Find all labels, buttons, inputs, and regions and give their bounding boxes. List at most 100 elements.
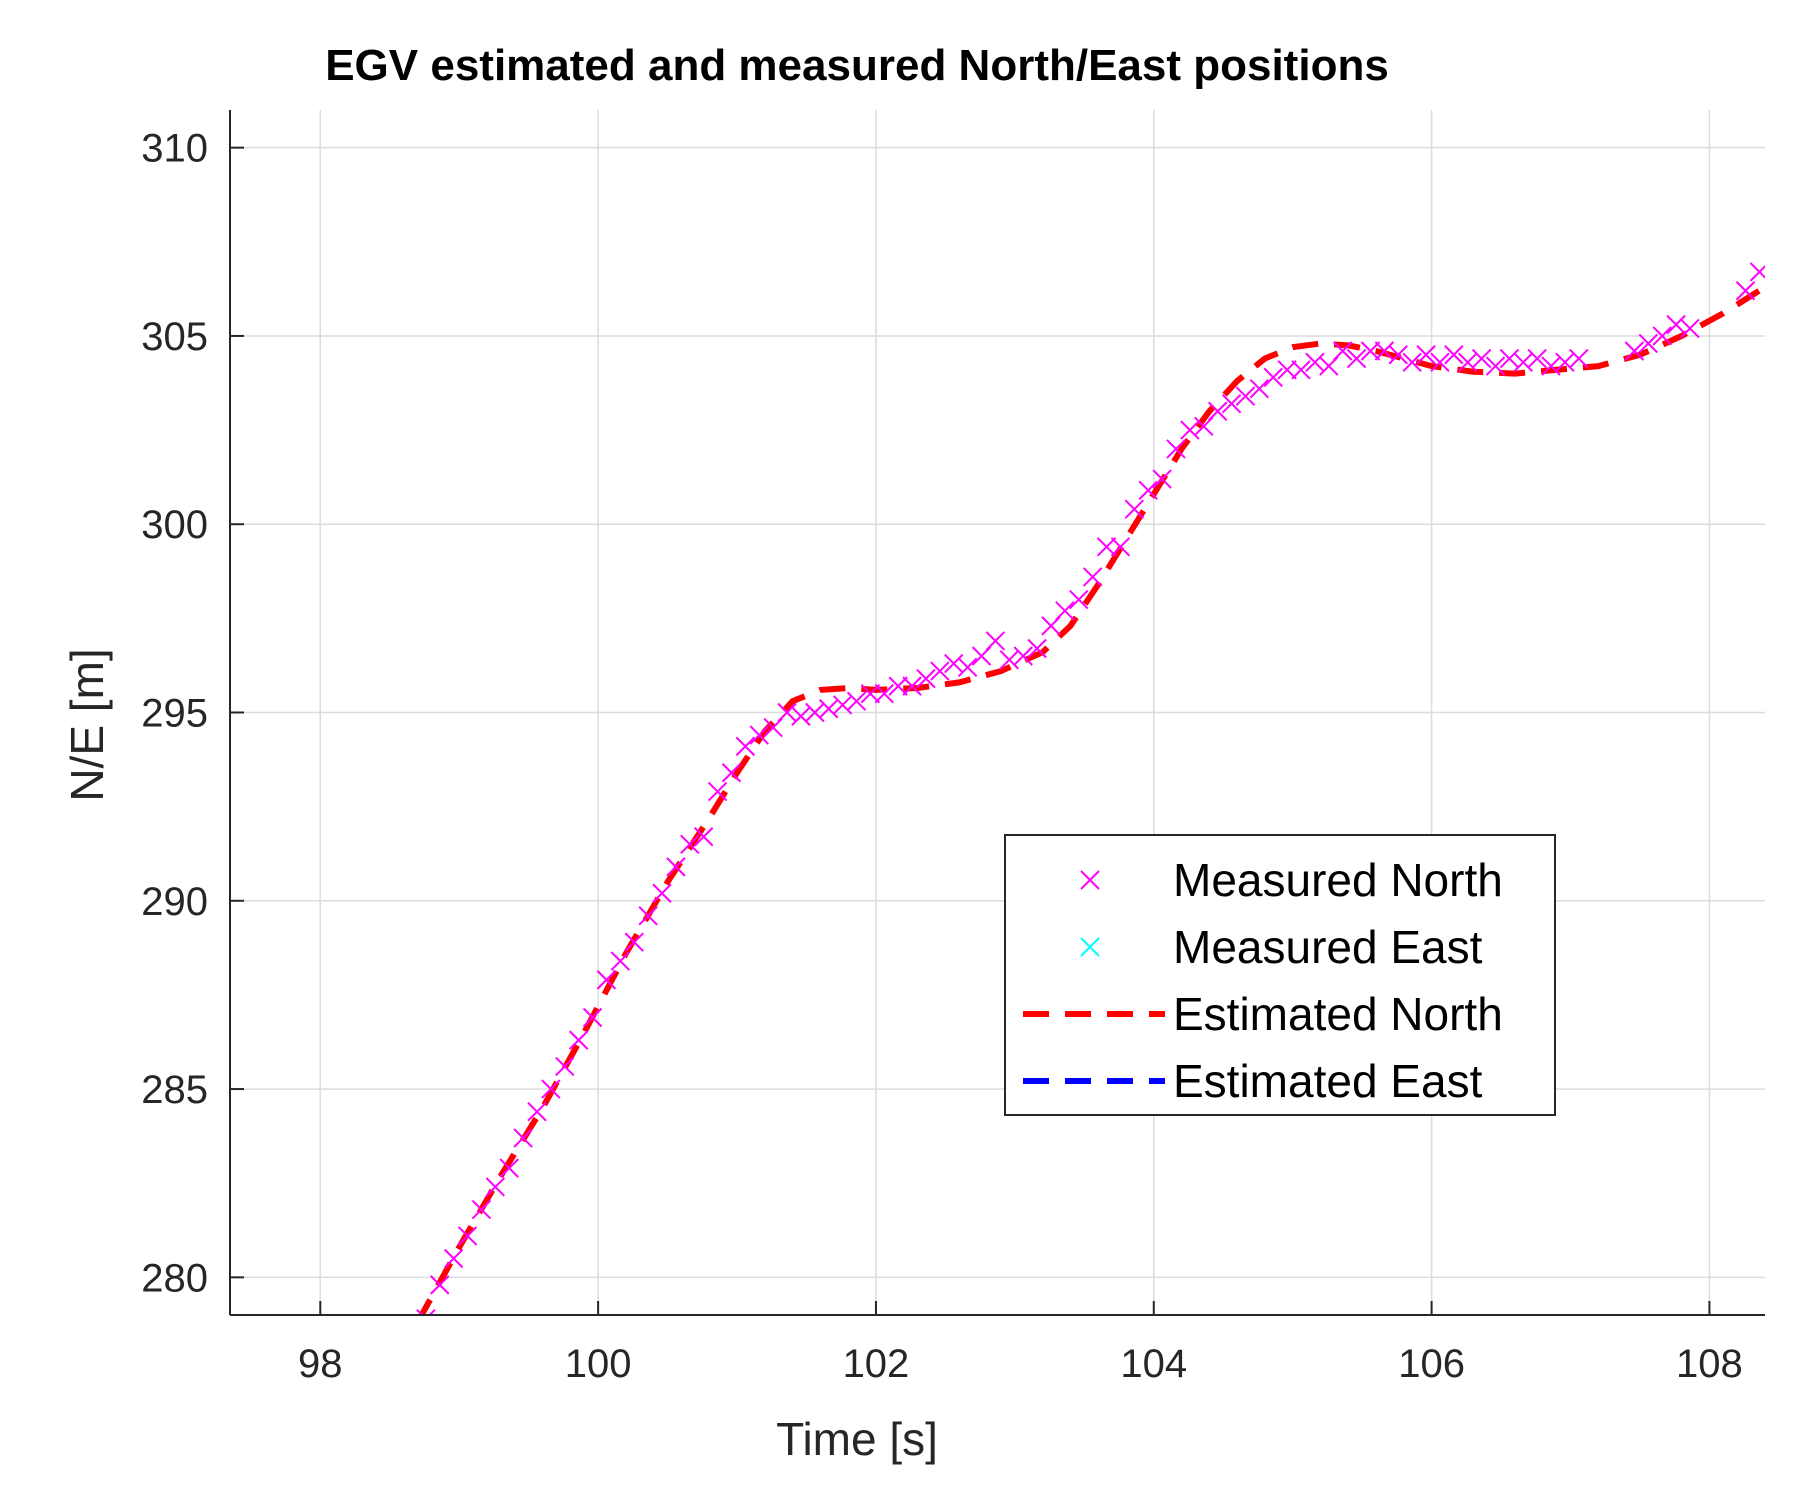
data-point-marker bbox=[1124, 499, 1145, 519]
data-point-marker bbox=[888, 676, 908, 696]
data-point-marker bbox=[471, 1199, 492, 1220]
x-axis-label: Time [s] bbox=[776, 1413, 938, 1465]
data-point-marker bbox=[457, 1226, 478, 1246]
legend-label: Measured East bbox=[1173, 921, 1483, 973]
data-point-marker bbox=[846, 691, 867, 711]
data-point-marker bbox=[1346, 348, 1367, 369]
data-point-marker bbox=[596, 970, 617, 990]
data-point-marker bbox=[485, 1177, 506, 1197]
data-point-marker bbox=[1527, 348, 1547, 369]
data-point-marker bbox=[443, 1248, 464, 1269]
data-point-marker bbox=[1138, 480, 1158, 501]
data-point-marker bbox=[610, 951, 631, 971]
data-point-marker bbox=[930, 661, 950, 681]
data-point-marker bbox=[1082, 567, 1103, 587]
data-point-marker bbox=[416, 1309, 436, 1315]
data-point-marker bbox=[749, 725, 769, 745]
data-point-marker bbox=[652, 883, 672, 903]
data-point-marker bbox=[568, 1030, 589, 1050]
y-tick-label: 305 bbox=[141, 315, 208, 359]
data-point-marker bbox=[1666, 314, 1686, 335]
x-tick-label: 108 bbox=[1676, 1342, 1743, 1386]
data-point-marker bbox=[1221, 394, 1242, 414]
data-point-marker bbox=[1485, 356, 1506, 376]
data-point-marker bbox=[1680, 318, 1700, 339]
legend-marker bbox=[1080, 870, 1100, 890]
data-point-marker bbox=[527, 1101, 547, 1122]
data-point-marker bbox=[513, 1128, 533, 1148]
data-point-marker bbox=[582, 1007, 603, 1028]
grid bbox=[230, 110, 1765, 1315]
data-point-marker bbox=[541, 1079, 561, 1099]
data-point-marker bbox=[1402, 352, 1422, 373]
data-point-marker bbox=[1013, 646, 1033, 666]
data-point-marker bbox=[860, 683, 881, 704]
data-point-marker bbox=[791, 706, 811, 726]
data-point-marker bbox=[1569, 348, 1589, 369]
data-point-marker bbox=[1152, 469, 1172, 489]
data-point-marker bbox=[805, 702, 825, 723]
data-point-marker bbox=[1277, 360, 1297, 380]
data-point-marker bbox=[1291, 360, 1311, 380]
y-tick-label: 290 bbox=[141, 880, 208, 924]
plot-area bbox=[416, 262, 1765, 1315]
data-point-marker bbox=[555, 1056, 575, 1077]
data-point-marker bbox=[1207, 401, 1228, 421]
data-point-marker bbox=[1027, 638, 1047, 659]
data-point-marker bbox=[1735, 281, 1756, 301]
legend: Measured North Measured East Estimated Nor… bbox=[1004, 834, 1556, 1116]
data-point-marker bbox=[1166, 439, 1186, 459]
data-point-marker bbox=[1555, 352, 1575, 373]
data-point-marker bbox=[902, 676, 922, 696]
data-point-marker bbox=[777, 702, 797, 723]
x-tick-label: 102 bbox=[843, 1342, 910, 1386]
data-point-marker bbox=[1388, 345, 1408, 365]
series-line-estimated-north bbox=[418, 284, 1765, 1315]
series-markers-measured-north bbox=[416, 262, 1765, 1315]
data-point-marker bbox=[721, 763, 742, 783]
data-point-marker bbox=[1055, 601, 1075, 621]
chart-title: EGV estimated and measured North/East po… bbox=[325, 41, 1389, 90]
data-point-marker bbox=[624, 932, 644, 952]
data-point-marker bbox=[819, 699, 839, 719]
y-tick-label: 280 bbox=[141, 1256, 208, 1300]
data-point-marker bbox=[1638, 333, 1659, 354]
data-point-marker bbox=[1541, 356, 1561, 376]
data-point-marker bbox=[1513, 352, 1533, 373]
data-point-marker bbox=[666, 857, 686, 877]
y-tick-label: 300 bbox=[141, 503, 208, 547]
data-point-marker bbox=[1749, 262, 1765, 282]
y-tick-label: 295 bbox=[141, 692, 208, 736]
data-point-marker bbox=[735, 736, 756, 757]
y-tick-label: 285 bbox=[141, 1068, 208, 1112]
data-point-marker bbox=[1471, 348, 1492, 369]
data-point-marker bbox=[1360, 341, 1381, 361]
data-point-marker bbox=[1416, 345, 1436, 365]
data-point-marker bbox=[707, 781, 728, 802]
data-point-marker bbox=[957, 657, 978, 678]
data-point-marker bbox=[1458, 352, 1478, 373]
tick-labels: 98 100 102 104 106 108 280 285 290 295 300 305 310 bbox=[141, 127, 1743, 1386]
data-point-marker bbox=[1624, 341, 1645, 361]
data-point-marker bbox=[680, 834, 700, 855]
data-point-marker bbox=[638, 906, 658, 926]
data-point-marker bbox=[1305, 352, 1325, 373]
data-point-marker bbox=[1263, 367, 1283, 388]
data-point-marker bbox=[1652, 326, 1672, 346]
data-point-marker bbox=[1096, 537, 1117, 557]
legend-label: Estimated East bbox=[1173, 1055, 1483, 1107]
data-point-marker bbox=[832, 695, 853, 715]
data-point-marker bbox=[1430, 352, 1450, 373]
data-point-marker bbox=[430, 1275, 450, 1295]
x-tick-label: 100 bbox=[565, 1342, 632, 1386]
data-point-marker bbox=[985, 631, 1006, 651]
data-point-marker bbox=[1374, 341, 1395, 361]
data-point-marker bbox=[944, 653, 964, 674]
data-point-marker bbox=[1235, 386, 1256, 406]
data-point-marker bbox=[1444, 345, 1464, 365]
y-axis-label: N/E [m] bbox=[61, 648, 113, 801]
data-point-marker bbox=[999, 650, 1020, 670]
data-point-marker bbox=[874, 683, 894, 704]
x-tick-label: 98 bbox=[298, 1342, 343, 1386]
